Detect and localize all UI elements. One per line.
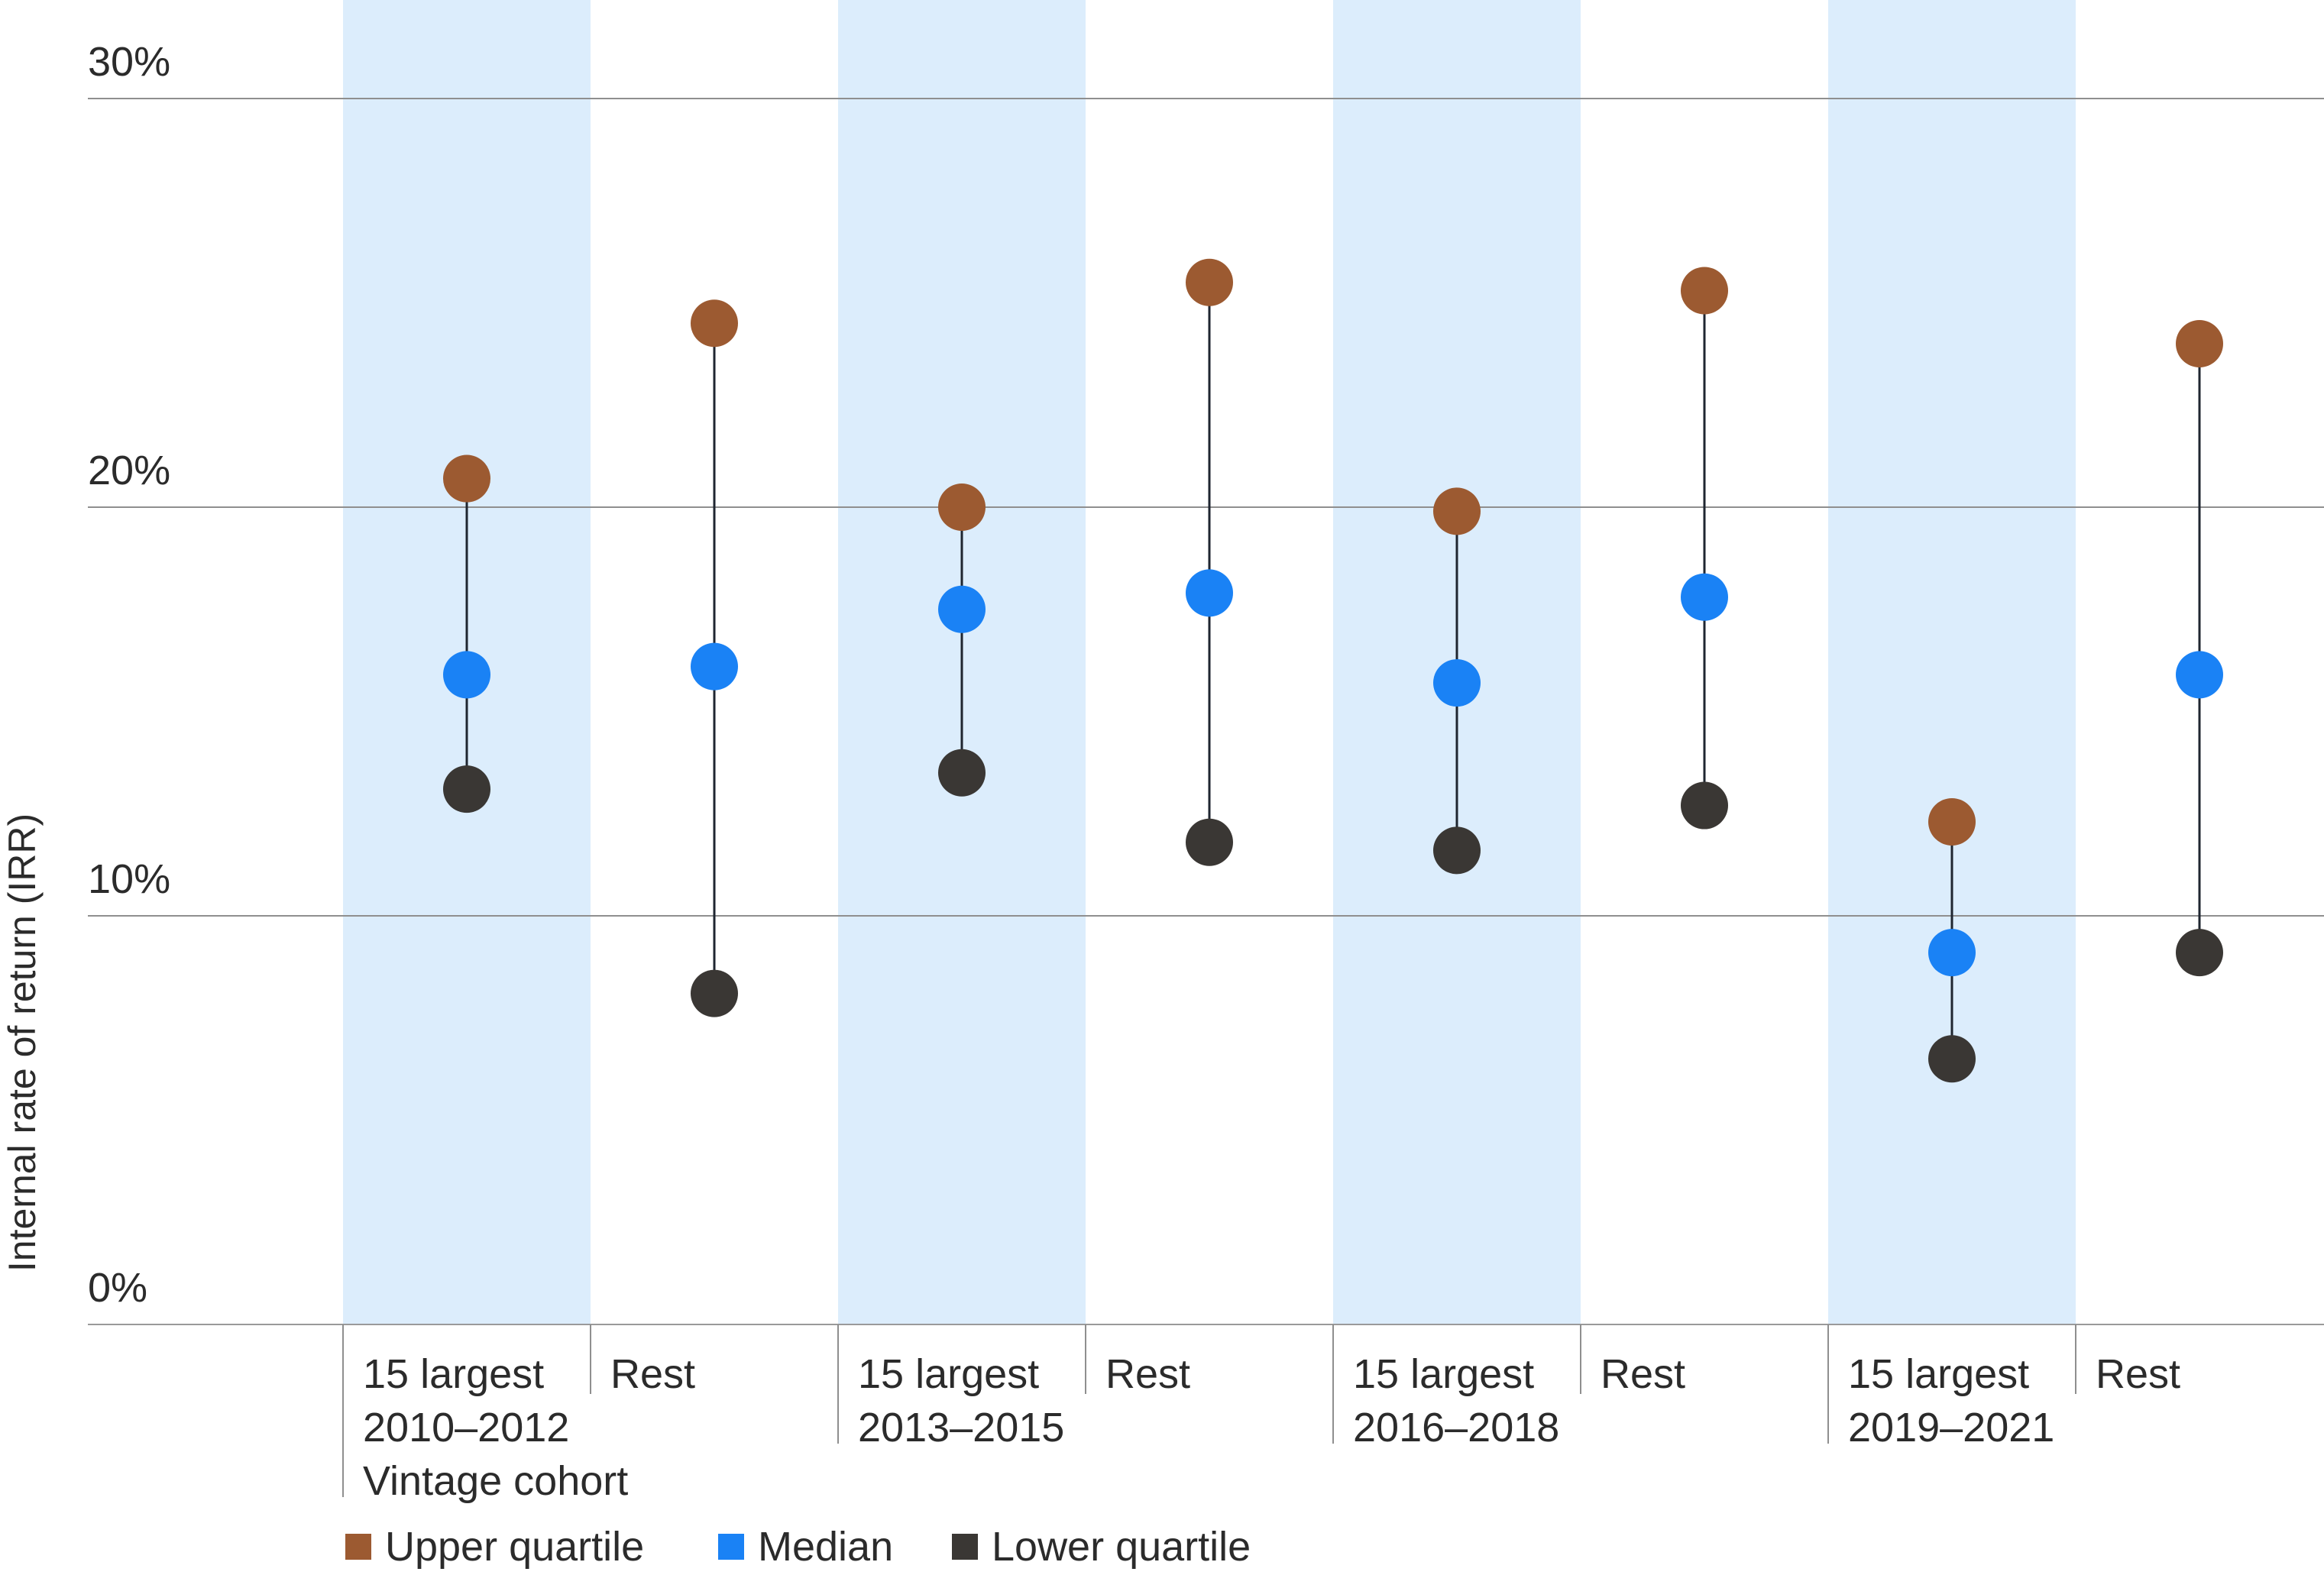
median-point [1928, 929, 1976, 977]
upper-quartile-point [938, 483, 986, 531]
cohort-label: 2019–2021 [1848, 1405, 2054, 1450]
legend-label: Upper quartile [385, 1524, 644, 1570]
y-tick-label: 10% [88, 856, 170, 902]
cohort-label: 2016–2018 [1353, 1405, 1559, 1450]
category-label: Rest [1601, 1351, 1685, 1397]
legend-swatch [952, 1534, 978, 1560]
y-axis-label: Internal rate of return (IRR) [1, 813, 44, 1272]
highlight-band [1828, 0, 2076, 1324]
upper-quartile-point [1433, 487, 1481, 535]
category-label: 15 largest [858, 1351, 1039, 1397]
upper-quartile-point [1186, 258, 1233, 306]
y-tick-label: 20% [88, 448, 170, 493]
data-points [443, 258, 2223, 1083]
median-point [2176, 651, 2223, 699]
y-axis-title: Internal rate of return (IRR) [1, 813, 44, 1272]
category-label: 15 largest [1848, 1351, 2029, 1397]
median-point [938, 585, 986, 633]
median-point [691, 642, 738, 690]
lower-quartile-point [1928, 1035, 1976, 1083]
legend-swatch [718, 1534, 744, 1560]
lower-quartile-point [2176, 929, 2223, 977]
median-point [1433, 659, 1481, 707]
upper-quartile-point [1928, 797, 1976, 846]
cohort-label: 2013–2015 [858, 1405, 1064, 1450]
category-label: Rest [1105, 1351, 1190, 1397]
y-tick-label: 0% [88, 1265, 147, 1311]
category-label: 15 largest [1353, 1351, 1534, 1397]
median-point [1186, 569, 1233, 617]
legend-label: Lower quartile [992, 1524, 1251, 1570]
x-axis: 15 largest 2010–2012 Rest 15 largest 2013–20… [342, 1324, 2180, 1504]
upper-quartile-point [2176, 320, 2223, 367]
category-label: 15 largest [363, 1351, 544, 1397]
y-tick-labels: 0% 10% 20% 30% [88, 39, 170, 1311]
lower-quartile-point [1433, 826, 1481, 875]
upper-quartile-point [1681, 267, 1728, 315]
median-point [1681, 573, 1728, 621]
x-axis-title: Vintage cohort [363, 1458, 628, 1504]
median-point [443, 651, 490, 699]
lower-quartile-point [691, 969, 738, 1017]
upper-quartile-point [691, 299, 738, 348]
cohort-label: 2010–2012 [363, 1405, 569, 1450]
category-label: Rest [610, 1351, 695, 1397]
upper-quartile-point [443, 454, 490, 503]
lower-quartile-point [443, 765, 490, 813]
category-label: Rest [2096, 1351, 2180, 1397]
legend-label: Median [758, 1524, 893, 1570]
legend-swatch [345, 1534, 371, 1560]
legend: Upper quartile Median Lower quartile [345, 1524, 1251, 1570]
lower-quartile-point [1681, 781, 1728, 830]
y-tick-label: 30% [88, 39, 170, 85]
lower-quartile-point [1186, 818, 1233, 866]
lower-quartile-point [938, 749, 986, 797]
